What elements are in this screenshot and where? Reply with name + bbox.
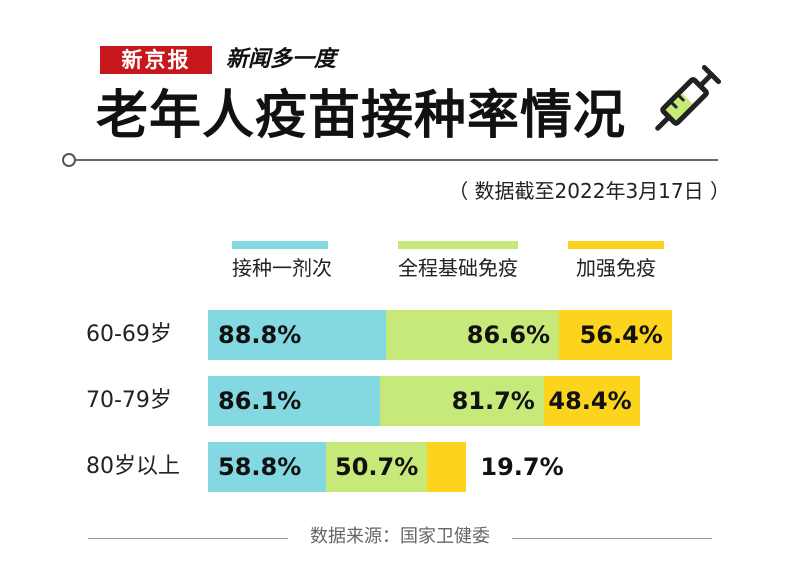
legend-label-first-dose: 接种一剂次 — [232, 256, 332, 280]
bar-first-dose — [208, 310, 386, 360]
data-source: 数据来源：国家卫健委 — [0, 522, 800, 552]
brand-logo: 新京报 — [100, 46, 212, 74]
bar-booster — [558, 310, 672, 360]
row-label: 80岁以上 — [86, 454, 180, 479]
data-label-booster: 48.4% — [548, 387, 632, 415]
bar-booster — [427, 442, 467, 492]
data-label-first-dose: 88.8% — [218, 321, 302, 349]
legend-label-booster: 加强免疫 — [576, 256, 656, 280]
bar-first-dose — [208, 442, 326, 492]
page-title: 老年人疫苗接种率情况 — [96, 86, 627, 146]
data-label-full-course: 81.7% — [451, 387, 535, 415]
data-label-first-dose: 86.1% — [218, 387, 302, 415]
legend-swatch-full-course — [398, 241, 518, 249]
row-label: 60-69岁 — [86, 322, 172, 347]
column-name: 新闻多一度 — [226, 47, 337, 72]
legend-swatch-booster — [568, 241, 664, 249]
bar-booster — [543, 376, 641, 426]
legend-label-full-course: 全程基础免疫 — [398, 256, 518, 280]
header-divider — [76, 159, 718, 161]
footer-line-right — [512, 538, 712, 539]
footer-line-left — [88, 538, 288, 539]
bar-full-course — [380, 376, 544, 426]
data-label-booster: 56.4% — [579, 321, 663, 349]
bar-full-course — [325, 442, 427, 492]
syringe-icon — [655, 64, 722, 131]
row-label: 70-79岁 — [86, 388, 172, 413]
legend-swatch-first-dose — [232, 241, 328, 249]
data-label-full-course: 86.6% — [466, 321, 551, 349]
date-note: （ 数据截至2022年3月17日 ） — [448, 179, 730, 203]
rule-dot — [62, 153, 76, 167]
data-label-booster: 19.7% — [480, 453, 564, 481]
data-label-full-course: 50.7% — [335, 453, 419, 481]
bar-first-dose — [208, 376, 381, 426]
data-label-first-dose: 58.8% — [218, 453, 302, 481]
bar-full-course — [385, 310, 559, 360]
